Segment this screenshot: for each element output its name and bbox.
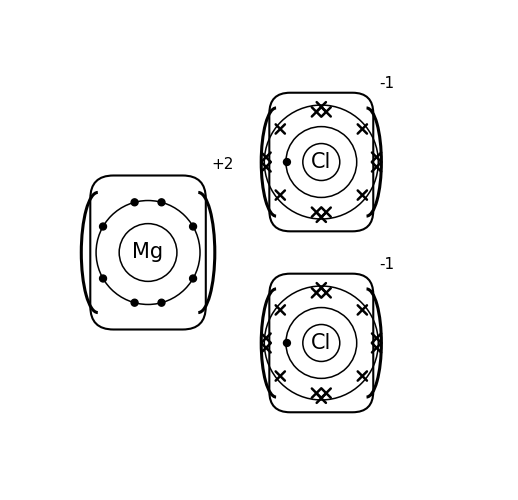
Text: -1: -1	[379, 257, 394, 272]
Circle shape	[131, 199, 138, 206]
Circle shape	[190, 275, 196, 282]
Text: Cl: Cl	[311, 152, 332, 172]
Circle shape	[131, 299, 138, 306]
Circle shape	[158, 299, 165, 306]
Text: -1: -1	[379, 76, 394, 91]
Circle shape	[99, 275, 107, 282]
Circle shape	[158, 199, 165, 206]
Circle shape	[190, 223, 196, 230]
Text: Cl: Cl	[311, 333, 332, 353]
Circle shape	[283, 340, 291, 346]
Text: +2: +2	[211, 156, 234, 172]
Circle shape	[99, 223, 107, 230]
Text: Mg: Mg	[133, 242, 164, 262]
Circle shape	[283, 158, 291, 166]
